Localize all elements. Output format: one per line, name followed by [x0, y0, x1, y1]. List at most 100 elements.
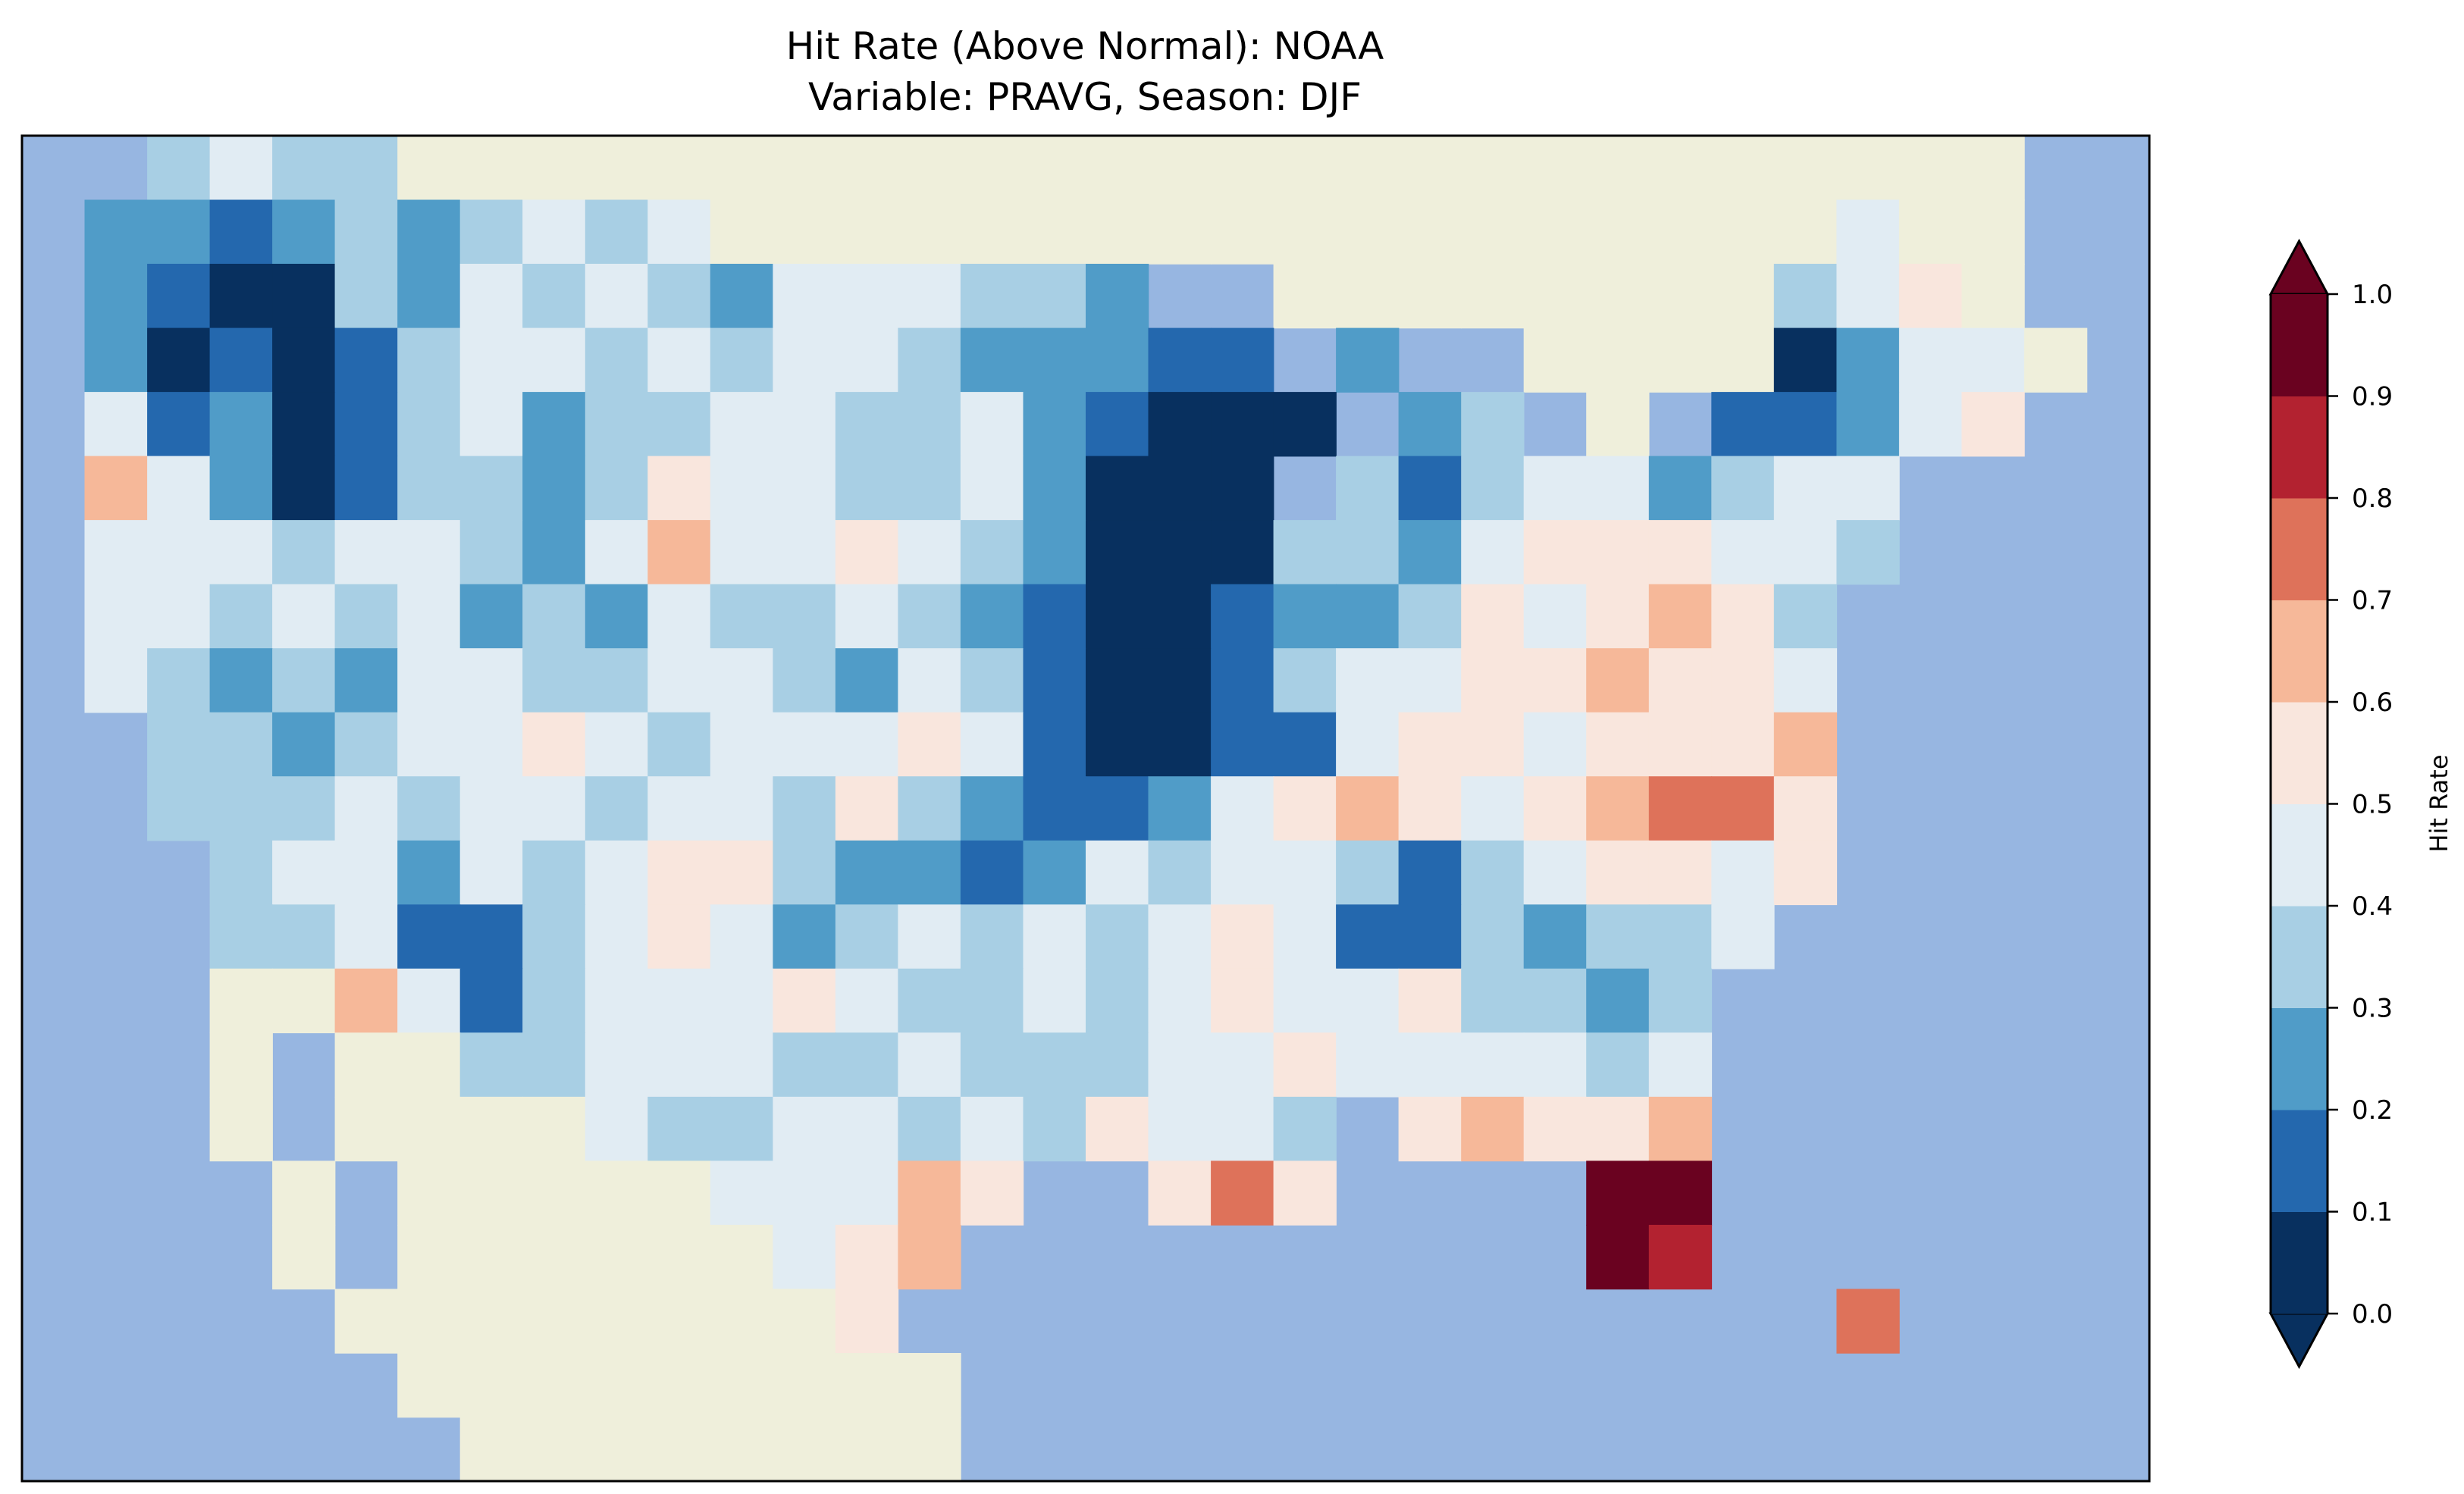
- hit-rate-cell: [522, 1032, 586, 1098]
- hit-rate-cell: [397, 648, 461, 713]
- hit-rate-cell: [1648, 840, 1713, 906]
- hit-rate-cell: [1711, 712, 1775, 777]
- hit-rate-cell: [1398, 1032, 1462, 1098]
- hit-rate-cell: [209, 520, 273, 585]
- land-cell: [459, 1289, 523, 1354]
- hit-rate-cell: [1086, 776, 1149, 841]
- land-cell: [1148, 136, 1212, 201]
- land-cell: [835, 1417, 899, 1482]
- hit-rate-cell: [647, 1032, 711, 1098]
- land-cell: [1961, 136, 2025, 201]
- hit-rate-cell: [1273, 1096, 1337, 1162]
- hit-rate-cell: [84, 520, 148, 585]
- land-cell: [647, 1160, 711, 1226]
- land-cell: [1523, 136, 1587, 201]
- colorbar-tick-label: 0.1: [2352, 1198, 2393, 1228]
- hit-rate-cell: [585, 392, 649, 457]
- hit-rate-cell: [960, 1096, 1024, 1162]
- hit-rate-cell: [1336, 584, 1400, 649]
- hit-rate-cell: [1148, 327, 1212, 393]
- hit-rate-cell: [898, 520, 961, 585]
- hit-rate-cell: [1773, 584, 1838, 649]
- hit-rate-cell: [1586, 1160, 1650, 1226]
- hit-rate-cell: [898, 456, 961, 521]
- land-cell: [1461, 264, 1525, 329]
- hit-rate-cell: [835, 840, 899, 906]
- land-cell: [647, 1289, 711, 1354]
- land-cell: [647, 1353, 711, 1418]
- land-cell: [710, 1417, 774, 1482]
- hit-rate-cell: [459, 584, 523, 649]
- hit-rate-cell: [147, 199, 211, 265]
- hit-rate-cell: [710, 456, 774, 521]
- hit-rate-cell: [898, 712, 961, 777]
- hit-rate-cell: [397, 199, 461, 265]
- hit-rate-cell: [647, 840, 711, 906]
- land-cell: [272, 968, 336, 1034]
- hit-rate-cell: [1461, 712, 1525, 777]
- hit-rate-cell: [1773, 327, 1838, 393]
- hit-rate-cell: [1023, 840, 1086, 906]
- hit-rate-cell: [1086, 392, 1149, 457]
- land-cell: [1461, 136, 1525, 201]
- hit-rate-cell: [1086, 840, 1149, 906]
- chart-title-line-2: Variable: PRAVG, Season: DJF: [808, 75, 1362, 119]
- hit-rate-cell: [647, 199, 711, 265]
- hit-rate-cell: [1211, 776, 1274, 841]
- land-cell: [397, 1096, 461, 1162]
- land-cell: [835, 136, 899, 201]
- land-cell: [397, 136, 461, 201]
- hit-rate-cell: [1273, 648, 1337, 713]
- hit-rate-cell: [1023, 648, 1086, 713]
- land-cell: [1336, 199, 1400, 265]
- hit-rate-cell: [1148, 1160, 1212, 1226]
- hit-rate-cell: [397, 456, 461, 521]
- hit-rate-cell: [272, 840, 336, 906]
- hit-rate-cell: [1148, 520, 1212, 585]
- land-cell: [710, 199, 774, 265]
- hit-rate-cell: [710, 1096, 774, 1162]
- land-cell: [1648, 136, 1713, 201]
- land-cell: [522, 1096, 586, 1162]
- colorbar-bin: [2271, 1110, 2328, 1212]
- hit-rate-cell: [1773, 648, 1838, 713]
- hit-rate-cell: [710, 584, 774, 649]
- hit-rate-cell: [459, 264, 523, 329]
- land-cell: [585, 1224, 649, 1290]
- hit-rate-cell: [1523, 1096, 1587, 1162]
- land-cell: [647, 136, 711, 201]
- hit-rate-cell: [647, 968, 711, 1034]
- land-cell: [710, 1224, 774, 1290]
- hit-rate-cell: [1398, 968, 1462, 1034]
- hit-rate-cell: [84, 199, 148, 265]
- hit-rate-cell: [334, 136, 398, 201]
- hit-rate-cell: [1086, 264, 1149, 329]
- hit-rate-cell: [209, 776, 273, 841]
- colorbar-tick-label: 0.2: [2352, 1095, 2393, 1126]
- hit-rate-cell: [1211, 904, 1274, 969]
- hit-rate-cell: [773, 968, 836, 1034]
- hit-rate-cell: [1711, 648, 1775, 713]
- hit-rate-cell: [1023, 712, 1086, 777]
- hit-rate-cell: [272, 584, 336, 649]
- hit-rate-cell: [898, 840, 961, 906]
- hit-rate-cell: [1773, 840, 1838, 906]
- land-cell: [397, 1160, 461, 1226]
- hit-rate-cell: [1836, 199, 1900, 265]
- hit-rate-cell: [1961, 392, 2025, 457]
- hit-rate-cell: [1523, 584, 1587, 649]
- hit-rate-cell: [647, 648, 711, 713]
- land-cell: [209, 968, 273, 1034]
- hit-rate-cell: [1086, 327, 1149, 393]
- hit-rate-cell: [1523, 1032, 1587, 1098]
- hit-rate-cell: [334, 584, 398, 649]
- land-cell: [585, 1289, 649, 1354]
- hit-rate-cell: [1086, 520, 1149, 585]
- hit-rate-cell: [1461, 904, 1525, 969]
- hit-rate-cell: [898, 968, 961, 1034]
- land-cell: [1336, 136, 1400, 201]
- hit-rate-cell: [1711, 456, 1775, 521]
- hit-rate-cell: [522, 584, 586, 649]
- colorbar-bin: [2271, 600, 2328, 703]
- hit-rate-cell: [1461, 392, 1525, 457]
